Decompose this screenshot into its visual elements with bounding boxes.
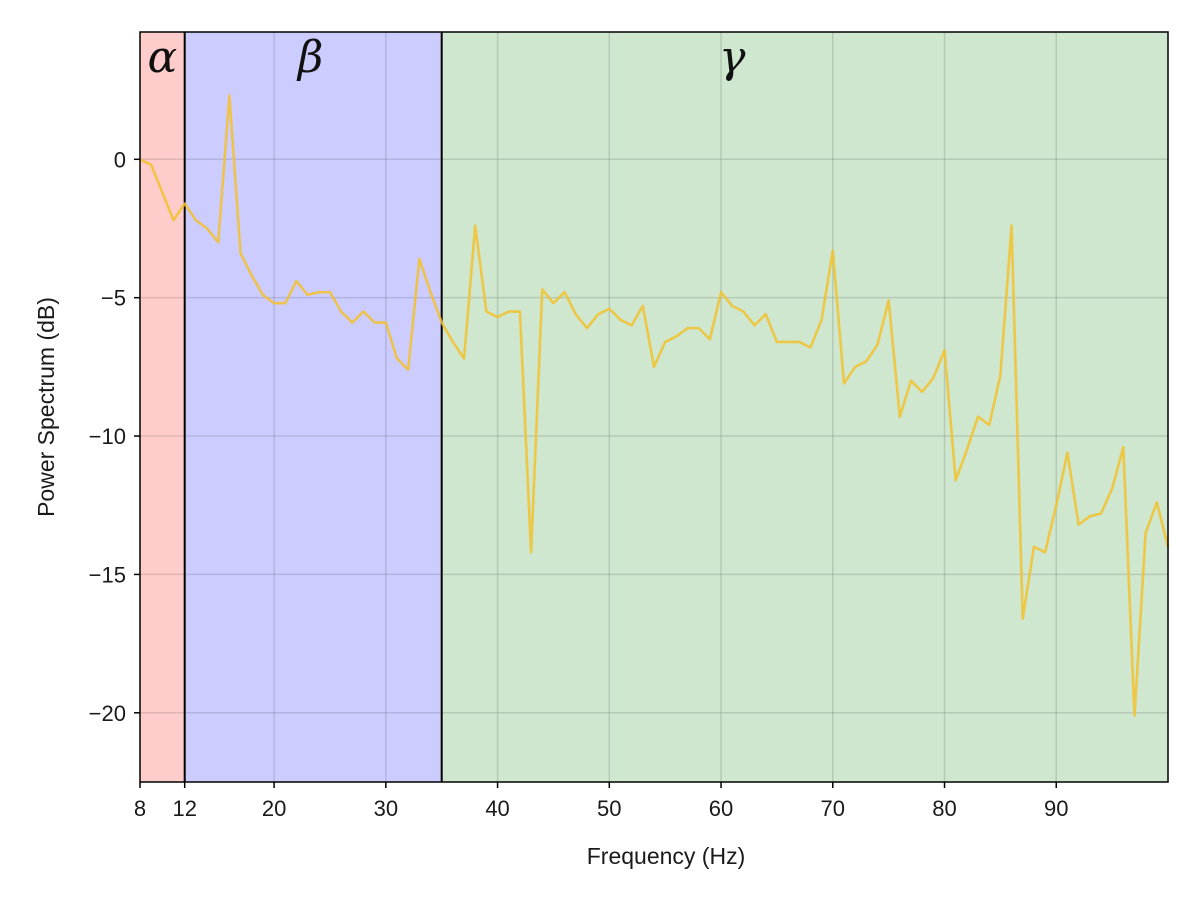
x-tick-label-4: 40 <box>485 796 509 821</box>
band-label-0: α <box>147 32 177 83</box>
band-0 <box>140 32 185 782</box>
y-tick-label-4: −20 <box>89 701 126 726</box>
band-2 <box>441 32 1168 782</box>
x-tick-label-3: 30 <box>374 796 398 821</box>
band-label-2: γ <box>719 32 746 83</box>
x-tick-label-6: 60 <box>709 796 733 821</box>
x-axis-ticks: 8 12 20 30 40 50 60 70 80 90 <box>134 782 1069 821</box>
y-tick-label-1: −5 <box>101 286 126 311</box>
frequency-bands <box>140 32 1168 782</box>
series-group <box>139 94 1170 717</box>
y-tick-label-3: −15 <box>89 562 126 587</box>
grid-lines <box>140 32 1168 782</box>
y-tick-label-2: −10 <box>89 424 126 449</box>
plot-frame <box>139 31 1169 783</box>
x-tick-label-5: 50 <box>597 796 621 821</box>
x-tick-label-7: 70 <box>821 796 845 821</box>
band-dividers <box>183 32 443 782</box>
x-tick-label-0: 8 <box>134 796 146 821</box>
y-axis-label: Power Spectrum (dB) <box>33 297 59 517</box>
x-tick-label-2: 20 <box>262 796 286 821</box>
y-axis-ticks: 0 −5 −10 −15 −20 <box>89 147 140 726</box>
x-tick-label-1: 12 <box>172 796 196 821</box>
x-tick-label-9: 90 <box>1044 796 1068 821</box>
band-label-1: β <box>296 32 323 83</box>
y-tick-label-0: 0 <box>114 147 126 172</box>
x-axis-label: Frequency (Hz) <box>587 843 745 869</box>
band-labels: α β γ <box>147 32 746 83</box>
band-1 <box>184 32 442 782</box>
x-tick-label-8: 80 <box>932 796 956 821</box>
series-line-0 <box>139 94 1170 717</box>
